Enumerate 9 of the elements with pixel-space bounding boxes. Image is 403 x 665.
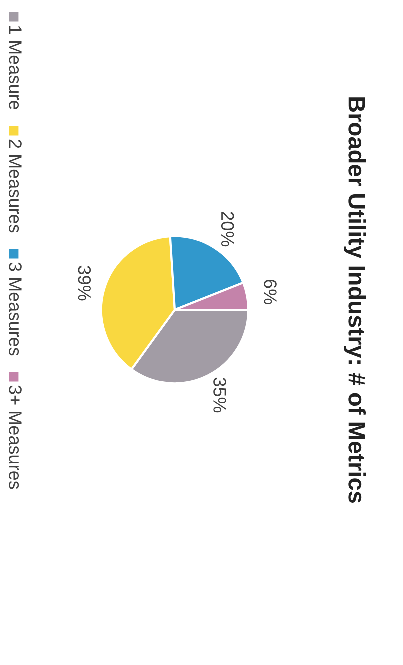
legend-label: 3+ Measures [9, 386, 22, 490]
legend-label: 3 Measures [9, 262, 22, 356]
data-label: 35% [214, 378, 226, 413]
data-label: 6% [264, 280, 277, 304]
text: Broader Utility Industry: # of Metrics [344, 98, 366, 504]
data-label: 39% [78, 266, 92, 301]
legend-label: 2 Measures [9, 140, 22, 233]
data-label: 20% [221, 212, 234, 247]
legend-label: 1 Measure [9, 26, 22, 110]
